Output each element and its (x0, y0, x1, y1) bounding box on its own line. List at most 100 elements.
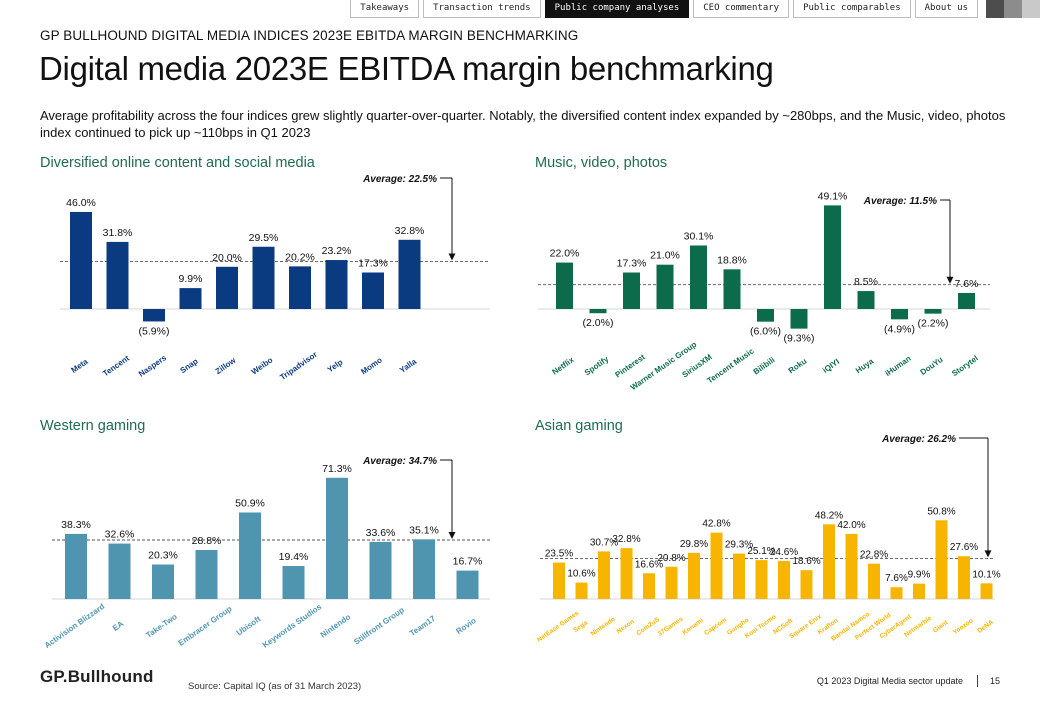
source-note: Source: Capital IQ (as of 31 March 2023) (188, 681, 362, 692)
company-logo-giant: Giant (932, 619, 950, 635)
bar-capcom (710, 532, 723, 599)
data-label: 19.4% (279, 551, 309, 563)
data-label: (2.0%) (583, 317, 614, 329)
data-label: 10.1% (972, 569, 1000, 580)
bar-nintendo (598, 551, 610, 599)
company-logo-keywords-studios: Keywords Studios (261, 602, 324, 650)
tab-about-us[interactable]: About us (914, 0, 978, 18)
company-logo-nintendo: Nintendo (590, 616, 617, 638)
bar-ea (108, 543, 131, 599)
bar-zillow (216, 266, 238, 309)
company-logo-take-two: Take-Two (144, 612, 179, 640)
gp-bullhound-logo: GP.Bullhound (40, 667, 154, 686)
bar-rovio (456, 570, 479, 599)
company-logo-spotify: Spotify (583, 354, 611, 377)
company-logo-huya: Huya (854, 356, 876, 375)
company-logo-bandai-namco: Bandai Namco (830, 611, 871, 643)
company-logo-square-enix: Square Enix (788, 613, 823, 641)
tab-public-company-analyses[interactable]: Public company analyses (544, 0, 690, 18)
company-logo-sega: Sega (572, 619, 589, 634)
bar-com2us (643, 573, 655, 599)
data-label: 46.0% (66, 197, 96, 209)
data-label: 29.8% (680, 539, 708, 550)
bar-huya (857, 291, 875, 309)
average-arrow-head (984, 550, 992, 558)
bar-perfect-world (868, 563, 880, 599)
panel-title-western: Western gaming (40, 418, 146, 434)
data-label: (5.9%) (139, 325, 170, 337)
average-arrow-head (448, 532, 456, 540)
bar-spotify (589, 309, 607, 314)
bar-team17 (413, 539, 435, 599)
company-logo-meta: Meta (70, 357, 91, 375)
company-logo-zillow: Zillow (214, 355, 238, 376)
company-logo-naspers: Naspers (137, 353, 168, 379)
nav-square-light (1022, 0, 1040, 18)
data-label: 71.3% (322, 463, 352, 475)
company-logo-team17: Team17 (408, 614, 438, 638)
bar-37games (665, 566, 678, 599)
company-logo-koei-tecmo: Koei Tecmo (744, 613, 778, 640)
data-label: 20.0% (212, 252, 242, 264)
data-label: 42.0% (837, 520, 865, 531)
bar-yalla (398, 239, 421, 309)
bar-snap (179, 288, 202, 309)
bar-nexon (620, 548, 633, 599)
data-label: 35.1% (409, 524, 439, 536)
company-logo-tencent-music: Tencent Music (705, 346, 756, 385)
data-label: 22.0% (550, 248, 580, 260)
data-label: 38.3% (61, 519, 91, 531)
company-logo-nintendo: Nintendo (319, 612, 353, 639)
data-label: 16.7% (453, 556, 483, 568)
data-label: 22.8% (860, 550, 888, 561)
intro-text: Average profitability across the four in… (40, 108, 1006, 140)
company-logo-ea: EA (111, 619, 125, 633)
bar-yoozoo (958, 556, 970, 599)
bar-siriusxm (690, 245, 707, 309)
data-label: 23.2% (322, 245, 352, 257)
bar-weibo (252, 246, 275, 309)
data-label: (9.3%) (784, 333, 815, 345)
tab-transaction-trends[interactable]: Transaction trends (423, 0, 541, 18)
bar-momo (362, 272, 384, 309)
bar-dena (980, 583, 993, 599)
data-label: 48.2% (815, 510, 843, 521)
data-label: 20.8% (657, 553, 685, 564)
bar-bandai-namco (845, 533, 858, 599)
tab-ceo-commentary[interactable]: CEO commentary (693, 0, 790, 18)
bar-keywords-studios (282, 566, 305, 599)
data-label: 31.8% (103, 227, 133, 239)
company-logo-bilibili: Bilibili (752, 355, 777, 376)
average-label: Average: 11.5% (863, 196, 937, 207)
company-logo-momo: Momo (359, 355, 384, 376)
bar-tripadvisor (289, 266, 311, 309)
tab-public-comparables[interactable]: Public comparables (793, 0, 911, 18)
bar-activision-blizzard (65, 533, 87, 599)
footer-divider (976, 675, 978, 687)
bar-ubisoft (239, 512, 261, 599)
tab-takeaways[interactable]: Takeaways (350, 0, 420, 18)
data-label: 29.5% (249, 232, 279, 244)
company-logo-yoozoo: Yoozoo (952, 617, 975, 636)
bar-nintendo (326, 477, 348, 599)
bar-meta (70, 211, 92, 309)
average-arrow-head (448, 253, 456, 261)
data-label: 18.8% (717, 254, 747, 266)
data-label: 8.5% (854, 276, 878, 288)
data-label: 32.8% (612, 534, 640, 545)
bar-iqiyi (824, 205, 841, 309)
bar-bilibili (757, 309, 774, 322)
company-logo-snap: Snap (178, 357, 199, 376)
bar-naspers (143, 309, 165, 322)
data-label: 28.8% (192, 535, 222, 547)
company-logo-ihuman: iHuman (883, 354, 912, 378)
data-label: (4.9%) (884, 323, 915, 335)
company-logo-yelp: Yelp (326, 357, 345, 374)
panel-title-asian: Asian gaming (535, 418, 623, 434)
data-label: (2.2%) (918, 318, 949, 330)
company-logo-konami: Konami (681, 617, 705, 637)
data-label: 10.6% (567, 569, 595, 580)
bar-sega (575, 582, 588, 599)
bar-tencent (106, 241, 129, 309)
